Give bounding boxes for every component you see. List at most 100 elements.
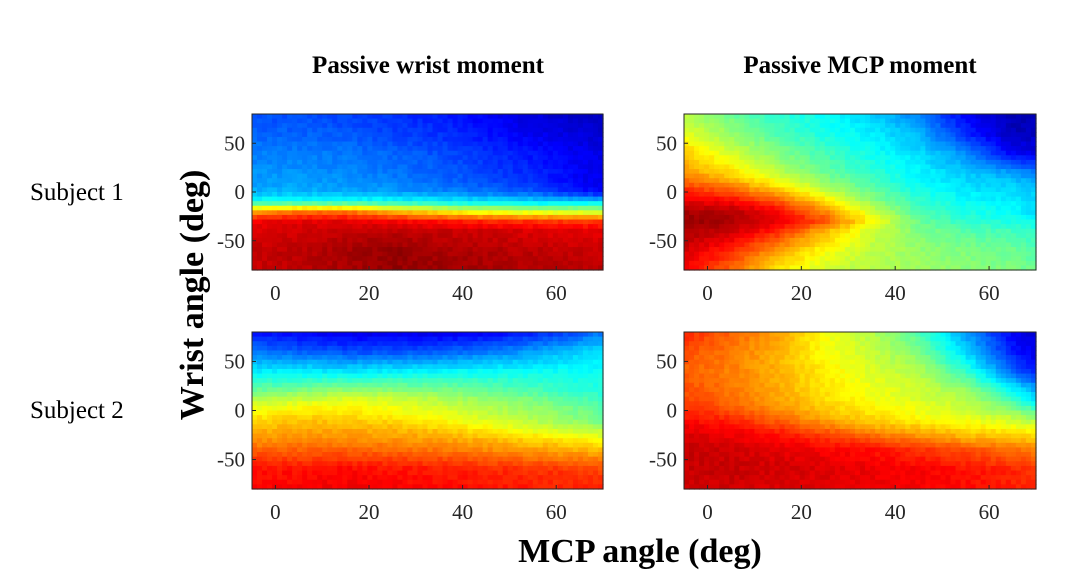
heatmap-cell bbox=[582, 205, 589, 211]
heatmap-cell bbox=[794, 146, 801, 152]
heatmap-cell bbox=[257, 136, 263, 143]
heatmap-cell bbox=[562, 210, 569, 216]
heatmap-cell bbox=[312, 341, 318, 347]
heatmap-cell bbox=[1015, 118, 1022, 124]
heatmap-cell bbox=[267, 178, 273, 184]
heatmap-cell bbox=[935, 155, 942, 161]
heatmap-cell bbox=[960, 219, 967, 225]
heatmap-cell bbox=[522, 164, 529, 170]
heatmap-cell bbox=[694, 247, 700, 253]
heatmap-cell bbox=[407, 214, 414, 221]
heatmap-cell bbox=[327, 118, 333, 124]
heatmap-cell bbox=[537, 192, 544, 198]
heatmap-cell bbox=[935, 150, 942, 156]
heatmap-cell bbox=[567, 132, 574, 138]
heatmap-cell bbox=[875, 132, 881, 138]
heatmap-cell bbox=[432, 178, 439, 184]
heatmap-cell bbox=[1015, 265, 1022, 271]
heatmap-cell bbox=[367, 201, 373, 207]
heatmap-cell bbox=[332, 182, 338, 189]
heatmap-cell bbox=[960, 159, 967, 166]
heatmap-cell bbox=[945, 260, 952, 267]
heatmap-cell bbox=[422, 192, 429, 198]
heatmap-cell bbox=[739, 187, 745, 193]
heatmap-cell bbox=[985, 182, 992, 189]
heatmap-cell bbox=[849, 155, 856, 161]
heatmap-cell bbox=[402, 341, 409, 347]
heatmap-cell bbox=[552, 265, 559, 271]
heatmap-cell bbox=[502, 210, 509, 216]
heatmap-cell bbox=[960, 260, 967, 267]
heatmap-cell bbox=[940, 205, 947, 211]
heatmap-cell bbox=[437, 118, 444, 124]
heatmap-cell bbox=[985, 260, 992, 267]
heatmap-cell bbox=[442, 201, 449, 207]
heatmap-cell bbox=[920, 136, 926, 143]
heatmap-cell bbox=[915, 260, 921, 267]
heatmap-cell bbox=[819, 159, 826, 166]
heatmap-cell bbox=[477, 210, 484, 216]
heatmap-cell bbox=[277, 164, 283, 170]
heatmap-cell bbox=[497, 146, 504, 152]
heatmap-cell bbox=[572, 150, 579, 156]
heatmap-cell bbox=[1030, 224, 1037, 230]
heatmap-cell bbox=[362, 159, 368, 166]
heatmap-cell bbox=[1000, 123, 1007, 129]
heatmap-cell bbox=[472, 141, 479, 147]
heatmap-cell bbox=[1005, 155, 1012, 161]
heatmap-cell bbox=[562, 233, 569, 239]
heatmap-cell bbox=[804, 265, 811, 271]
heatmap-cell bbox=[774, 182, 781, 189]
heatmap-cell bbox=[307, 169, 313, 175]
heatmap-cell bbox=[985, 118, 992, 124]
heatmap-cell bbox=[262, 146, 268, 152]
heatmap-cell bbox=[970, 164, 977, 170]
heatmap-cell bbox=[1000, 159, 1007, 166]
heatmap-cell bbox=[387, 210, 393, 216]
heatmap-cell bbox=[257, 228, 263, 234]
heatmap-cell bbox=[925, 178, 931, 184]
heatmap-cell bbox=[307, 251, 313, 257]
heatmap-cell bbox=[905, 136, 911, 143]
heatmap-cell bbox=[905, 178, 911, 184]
heatmap-cell bbox=[432, 173, 439, 179]
heatmap-cell bbox=[292, 237, 298, 244]
heatmap-cell bbox=[834, 173, 841, 179]
heatmap-cell bbox=[829, 123, 836, 129]
heatmap-cell bbox=[437, 141, 444, 147]
heatmap-cell bbox=[317, 237, 323, 244]
heatmap-cell bbox=[252, 332, 258, 338]
heatmap-cell bbox=[849, 164, 856, 170]
heatmap-cell bbox=[844, 173, 851, 179]
heatmap-cell bbox=[407, 114, 414, 120]
heatmap-cell bbox=[945, 146, 952, 152]
heatmap-cell bbox=[457, 260, 464, 267]
heatmap-cell bbox=[462, 336, 469, 342]
heatmap-cell bbox=[985, 247, 992, 253]
heatmap-cell bbox=[492, 127, 499, 133]
heatmap-cell bbox=[532, 127, 539, 133]
heatmap-cell bbox=[910, 233, 916, 239]
heatmap-cell bbox=[1010, 182, 1017, 189]
heatmap-cell bbox=[317, 214, 323, 221]
heatmap-cell bbox=[995, 224, 1002, 230]
heatmap-cell bbox=[890, 187, 896, 193]
heatmap-cell bbox=[517, 210, 524, 216]
heatmap-cell bbox=[527, 187, 534, 193]
heatmap-cell bbox=[784, 265, 791, 271]
heatmap-cell bbox=[925, 155, 931, 161]
heatmap-cell bbox=[367, 127, 373, 133]
heatmap-cell bbox=[729, 123, 735, 129]
heatmap-cell bbox=[562, 214, 569, 221]
heatmap-cell bbox=[925, 214, 931, 221]
heatmap-cell bbox=[512, 219, 519, 225]
heatmap-cell bbox=[282, 146, 288, 152]
heatmap-cell bbox=[482, 219, 489, 225]
heatmap-cell bbox=[357, 169, 363, 175]
heatmap-cell bbox=[402, 228, 409, 234]
heatmap-cell bbox=[407, 247, 414, 253]
heatmap-cell bbox=[592, 141, 599, 147]
heatmap-cell bbox=[995, 141, 1002, 147]
heatmap-cell bbox=[804, 256, 811, 262]
heatmap-cell bbox=[1020, 260, 1027, 267]
